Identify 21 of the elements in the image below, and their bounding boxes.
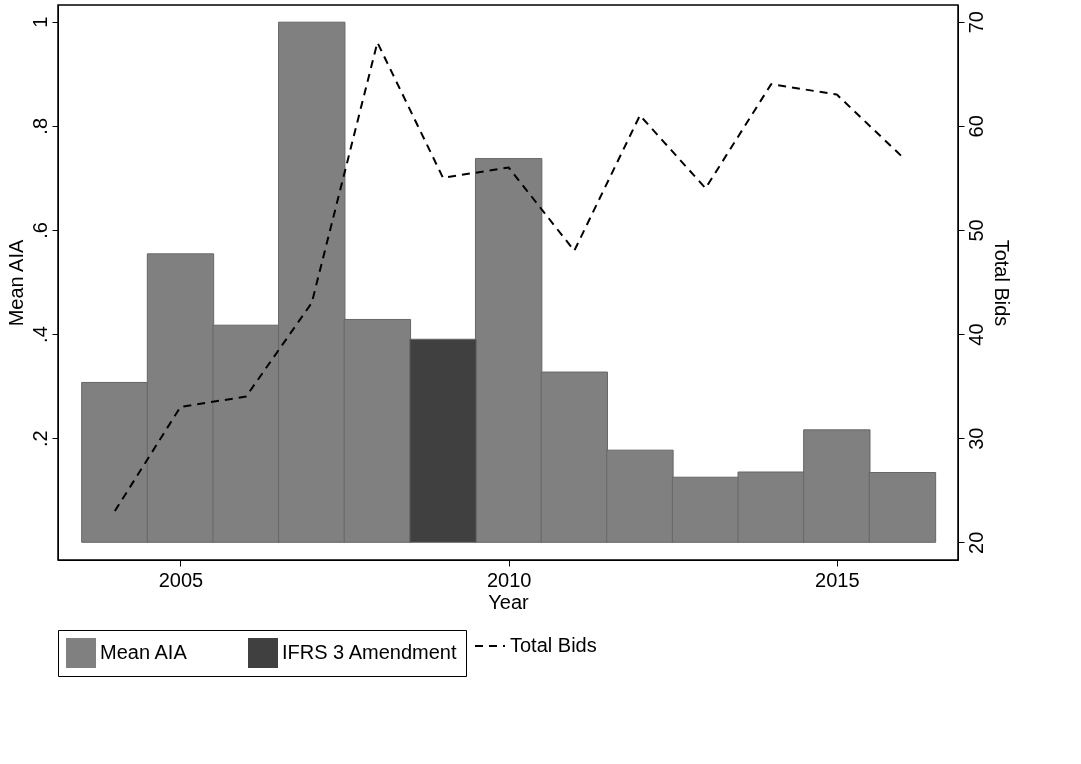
y2-axis-title: Total Bids xyxy=(990,239,1013,327)
x-tick-label: 2015 xyxy=(815,568,860,591)
y2-tick-label: 40 xyxy=(964,323,987,346)
y2-tick-label: 50 xyxy=(964,219,987,242)
legend-label: IFRS 3 Amendment xyxy=(282,641,457,663)
y-tick-label: .8 xyxy=(28,117,51,135)
legend-label: Total Bids xyxy=(510,634,597,656)
y-axis-title: Mean AIA xyxy=(4,238,27,327)
line-series xyxy=(113,41,904,513)
x-tick-label: 2005 xyxy=(158,568,204,591)
y2-tick-label: 60 xyxy=(964,115,987,138)
x-tick-label: 2010 xyxy=(486,568,532,591)
y2-tick-label: 70 xyxy=(964,11,987,34)
y-tick-label: .4 xyxy=(28,326,51,343)
y-tick-label: .6 xyxy=(28,222,51,239)
x-axis-title: Year xyxy=(488,590,530,613)
legend-label: Mean AIA xyxy=(100,641,188,663)
y2-tick-label: 20 xyxy=(964,531,987,554)
y-tick-label: .2 xyxy=(28,430,51,448)
y2-tick-label: 30 xyxy=(964,427,987,450)
y-tick-label: 1 xyxy=(28,16,51,28)
